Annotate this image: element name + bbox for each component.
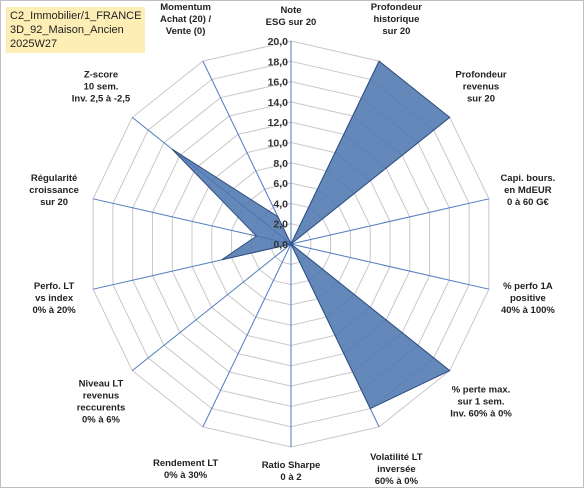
axis-label-line: % perte max. xyxy=(452,385,511,396)
axis-label-line: sur 20 xyxy=(40,197,68,208)
axis-label-line: 0 à 2 xyxy=(280,472,301,483)
axis-label-line: Profondeur xyxy=(371,2,422,13)
axis-label-line: sur 1 sem. xyxy=(458,397,505,408)
axis-label-line: Profondeur xyxy=(455,70,506,81)
tick-label: 8,0 xyxy=(273,158,288,170)
axis-spoke xyxy=(202,243,292,428)
tick-label: 2,0 xyxy=(273,219,288,231)
axis-label-line: historique xyxy=(373,14,419,25)
tick-labels: 0,0 2,0 4,0 6,0 8,0 10,0 12,0 14,0 16,0 18,0 20,0 xyxy=(268,36,289,251)
axis-label-line: ESG sur 20 xyxy=(266,17,317,28)
axis-spoke xyxy=(290,198,490,245)
tick-label: 14,0 xyxy=(268,97,289,109)
data-area xyxy=(171,60,451,410)
axis-label-line: inversée xyxy=(377,464,416,475)
axis-label: Perfo. LT vs index 0% à 20% xyxy=(32,281,76,316)
axis-label: Note ESG sur 20 xyxy=(266,5,317,28)
axis-label-line: Z-score xyxy=(84,70,118,81)
tick-label: 6,0 xyxy=(273,178,288,190)
axis-label-line: % perfo 1A xyxy=(503,281,553,292)
tick-label: 16,0 xyxy=(268,77,289,89)
axis-label-line: Perfo. LT xyxy=(34,281,75,292)
axis-label-line: sur 20 xyxy=(382,26,410,37)
axis-label-line: 10 sem. xyxy=(84,82,119,93)
tick-label: 18,0 xyxy=(268,56,289,68)
axis-label-line: croissance xyxy=(29,185,79,196)
axis-label-line: 0% à 6% xyxy=(82,415,121,426)
axis-label-line: Vente (0) xyxy=(166,26,206,37)
axis-label-line: 0 à 60 G€ xyxy=(507,197,549,208)
axis-label-line: 0% à 30% xyxy=(164,470,208,481)
axis-label: Z-score 10 sem. Inv. 2,5 à -2,5 xyxy=(72,70,131,105)
axis-label-line: revenus xyxy=(463,82,499,93)
axis-label-line: positive xyxy=(510,293,546,304)
axis-label-line: Achat (20) / xyxy=(160,14,212,25)
axis-label: Profondeur revenus sur 20 xyxy=(455,70,506,105)
title-line-1: C2_Immobilier/1_FRANCE xyxy=(10,10,142,22)
axis-label-line: 60% à 0% xyxy=(375,476,419,487)
axis-spoke xyxy=(290,243,490,290)
axis-label-line: Capi. bours. xyxy=(500,173,555,184)
axis-spoke xyxy=(202,60,292,245)
axis-label-line: Rendement LT xyxy=(153,458,218,469)
axis-label: % perte max. sur 1 sem. Inv. 60% à 0% xyxy=(450,385,512,420)
axis-label-line: revenus xyxy=(83,391,119,402)
axis-label-line: Inv. 2,5 à -2,5 xyxy=(72,94,131,105)
axis-label: Rendement LT 0% à 30% xyxy=(153,458,218,481)
axis-label-line: vs index xyxy=(35,293,74,304)
axis-label: Régularité croissance sur 20 xyxy=(29,173,79,208)
axis-label-line: Volatilité LT xyxy=(370,452,423,463)
tick-label: 12,0 xyxy=(268,117,289,129)
axis-spoke xyxy=(131,243,292,371)
axis-label-line: Niveau LT xyxy=(79,379,124,390)
axis-label-line: 0% à 20% xyxy=(32,305,76,316)
axis-label: Volatilité LT inversée 60% à 0% xyxy=(370,452,423,487)
axis-label-line: en MdEUR xyxy=(504,185,552,196)
axis-label: Ratio Sharpe 0 à 2 xyxy=(262,460,321,483)
axis-label: Momentum Achat (20) / Vente (0) xyxy=(160,2,212,37)
series-area xyxy=(171,60,451,410)
tick-label: 20,0 xyxy=(268,36,289,48)
axis-label-line: Note xyxy=(280,5,301,16)
axis-label-line: Inv. 60% à 0% xyxy=(450,409,512,420)
title-line-2: 3D_92_Maison_Ancien xyxy=(10,24,124,36)
axis-label-line: Ratio Sharpe xyxy=(262,460,321,471)
axis-label-line: Régularité xyxy=(31,173,77,184)
axis-label-line: 40% à 100% xyxy=(501,305,555,316)
chart-title-box: C2_Immobilier/1_FRANCE 3D_92_Maison_Anci… xyxy=(6,7,145,53)
tick-label: 10,0 xyxy=(268,138,289,150)
tick-label: 0,0 xyxy=(273,239,288,251)
axis-label-line: reccurents xyxy=(77,403,126,414)
axis-label-line: Momentum xyxy=(160,2,211,13)
axis-label: Niveau LT revenus reccurents 0% à 6% xyxy=(77,379,126,426)
tick-label: 4,0 xyxy=(273,198,288,210)
axis-label-line: sur 20 xyxy=(467,94,495,105)
axis-label: Capi. bours. en MdEUR 0 à 60 G€ xyxy=(500,173,555,208)
title-line-3: 2025W27 xyxy=(10,38,58,50)
axis-label: % perfo 1A positive 40% à 100% xyxy=(501,281,555,316)
axis-label: Profondeur historique sur 20 xyxy=(371,2,422,37)
